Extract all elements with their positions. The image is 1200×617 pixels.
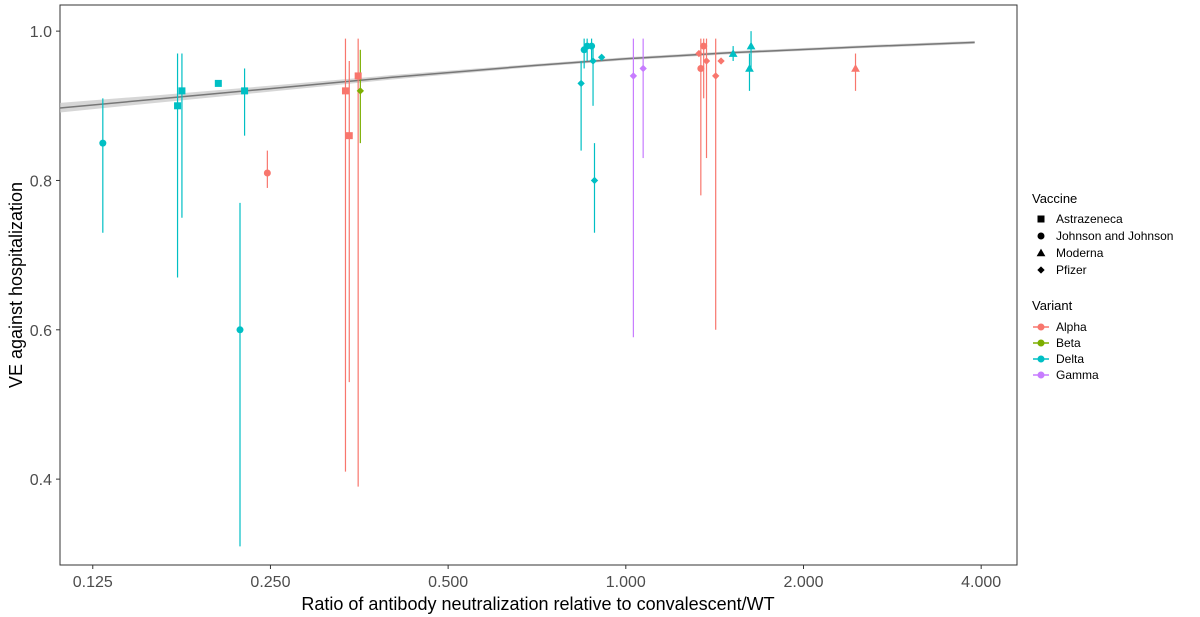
data-point-9 — [354, 72, 362, 80]
data-point-4 — [236, 326, 244, 334]
data-point-22 — [700, 42, 708, 50]
data-point-29 — [851, 64, 860, 72]
legend-vaccine-label-0: Astrazeneca — [1056, 212, 1123, 226]
x-tick-label-1: 0.250 — [250, 574, 290, 591]
x-tick-label-3: 1.000 — [606, 574, 646, 591]
data-point-8 — [345, 132, 353, 140]
data-point-28 — [745, 64, 754, 72]
data-point-1 — [174, 102, 182, 110]
data-point-10 — [356, 87, 365, 95]
y-axis-title: VE against hospitalization — [6, 182, 26, 388]
data-point-16 — [590, 176, 599, 185]
data-point-24 — [712, 72, 720, 80]
data-point-25 — [717, 57, 725, 65]
data-point-15 — [589, 57, 597, 65]
data-point-6 — [263, 169, 271, 177]
data-point-3 — [214, 79, 222, 87]
legend-variant-label-0: Alpha — [1056, 320, 1087, 334]
legend-vaccine-key-1 — [1037, 232, 1045, 240]
legend-variant-label-3: Gamma — [1056, 368, 1099, 382]
legend-vaccine-key-2 — [1036, 248, 1046, 257]
x-tick-label-4: 2.000 — [783, 574, 823, 591]
x-axis-title: Ratio of antibody neutralization relativ… — [301, 594, 774, 614]
data-point-7 — [341, 87, 349, 95]
y-tick-label-3: 1.0 — [30, 24, 52, 41]
data-point-19 — [639, 64, 647, 73]
data-point-21 — [697, 64, 705, 72]
axis-layer: 0.125 0.250 0.500 1.000 2.000 4.000 0.4 0.6 0.8 1… — [30, 24, 1002, 591]
panel-border — [59, 4, 1018, 566]
data-point-0 — [99, 139, 107, 147]
y-tick-label-0: 0.4 — [30, 472, 52, 489]
x-tick-label-5: 4.000 — [961, 574, 1001, 591]
plot-panel — [59, 4, 1018, 566]
legend-variant: Variant Alpha Beta Delta Gamma — [1032, 298, 1099, 382]
x-tick-label-2: 0.500 — [428, 574, 468, 591]
legend-variant-key-3 — [1037, 371, 1045, 379]
x-tick-label-0: 0.125 — [73, 574, 113, 591]
legend-vaccine-label-1: Johnson and Johnson — [1056, 229, 1173, 243]
y-tick-label-1: 0.6 — [30, 323, 52, 340]
data-point-14 — [588, 42, 596, 50]
data-point-11 — [577, 79, 585, 88]
data-point-5 — [241, 87, 249, 95]
legend-variant-label-2: Delta — [1056, 352, 1084, 366]
legend-vaccine-key-0 — [1037, 215, 1045, 223]
legend-variant-key-1 — [1037, 339, 1045, 347]
legend-variant-key-0 — [1037, 323, 1045, 331]
data-point-27 — [746, 41, 756, 50]
legend-vaccine: Vaccine Astrazeneca Johnson and Johnson Mo… — [1032, 191, 1173, 277]
legend-vaccine-label-2: Moderna — [1056, 246, 1104, 260]
fit-line — [59, 41, 975, 109]
data-point-23 — [702, 57, 711, 65]
y-tick-label-2: 0.8 — [30, 173, 52, 190]
legend-variant-key-2 — [1037, 355, 1045, 363]
data-point-17 — [597, 53, 606, 61]
legend-vaccine-key-3 — [1037, 266, 1045, 274]
legend-vaccine-title: Vaccine — [1032, 191, 1077, 206]
legend-variant-label-1: Beta — [1056, 336, 1081, 350]
legend-variant-title: Variant — [1032, 298, 1073, 313]
legend-vaccine-label-3: Pfizer — [1056, 263, 1087, 277]
data-point-20 — [695, 49, 703, 58]
data-point-18 — [629, 72, 638, 80]
point-layer — [99, 41, 860, 334]
data-point-26 — [728, 49, 738, 57]
data-point-2 — [178, 87, 186, 95]
fit-layer — [59, 40, 975, 113]
